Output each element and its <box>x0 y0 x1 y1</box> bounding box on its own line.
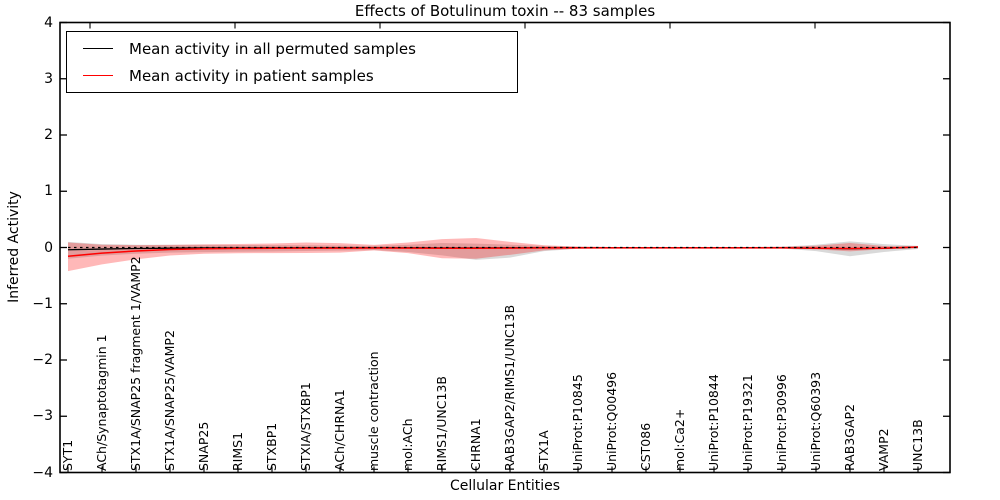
x-tick-label: STXIA/STXBP1 <box>298 382 313 471</box>
x-tick-label: mol:Ca2+ <box>672 408 687 471</box>
x-tick-label: UNC13B <box>910 419 925 471</box>
x-tick-label: mol:ACh <box>400 418 415 472</box>
x-tick-label: STX1A/SNAP25 fragment 1/VAMP2 <box>128 256 143 471</box>
x-tick-label: UniProt:P10844 <box>706 374 721 471</box>
x-tick-label: ACh/CHRNA1 <box>332 389 347 471</box>
legend-item-patient: Mean activity in patient samples <box>75 67 509 85</box>
legend-label: Mean activity in patient samples <box>129 66 374 85</box>
x-tick-label: VAMP2 <box>876 428 891 471</box>
patient-samples-spread-band <box>68 237 918 272</box>
legend-line-sample-red <box>83 75 113 76</box>
y-tick-label: −2 <box>32 352 53 368</box>
x-tick-label: UniProt:P19321 <box>740 374 755 471</box>
x-tick-label: RIMS1/UNC13B <box>434 376 449 471</box>
x-tick-label: CST086 <box>638 422 653 471</box>
y-tick-label: 2 <box>44 127 53 143</box>
x-tick-label: RAB3GAP2/RIMS1/UNC13B <box>502 304 517 471</box>
x-tick-label: ACh/Synaptotagmin 1 <box>94 334 109 471</box>
y-tick-label: 0 <box>44 239 53 256</box>
y-tick-label: 4 <box>44 14 53 31</box>
x-tick-label: UniProt:P10845 <box>570 374 585 471</box>
x-tick-label: STXBP1 <box>264 422 279 471</box>
x-tick-label: RAB3GAP2 <box>842 404 857 471</box>
x-tick-label: STX1A <box>536 430 551 471</box>
x-tick-label: muscle contraction <box>366 351 381 471</box>
x-tick-label: UniProt:Q00496 <box>604 371 619 471</box>
y-tick-label: −1 <box>32 295 53 312</box>
x-tick-label: STX1A/SNAP25/VAMP2 <box>162 330 177 471</box>
legend-line-sample-black <box>83 48 113 49</box>
x-tick-label: SNAP25 <box>196 421 211 471</box>
x-tick-label: UniProt:Q60393 <box>808 371 823 471</box>
x-tick-label: RIMS1 <box>230 431 245 471</box>
y-tick-label: −4 <box>32 464 53 481</box>
y-tick-label: −3 <box>32 408 53 425</box>
legend-item-permuted: Mean activity in all permuted samples <box>75 40 509 58</box>
legend-box: Mean activity in all permuted samples Me… <box>66 31 518 93</box>
chart-title: Effects of Botulinum toxin -- 83 samples <box>354 2 656 20</box>
permuted-samples-spread-band <box>68 241 918 260</box>
y-tick-label: 3 <box>44 70 53 87</box>
x-tick-label: CHRNA1 <box>468 418 483 471</box>
x-axis-label: Cellular Entities <box>449 478 561 494</box>
x-tick-label: SYT1 <box>60 439 75 471</box>
y-tick-label: 1 <box>44 183 53 200</box>
x-tick-label: UniProt:P30996 <box>774 374 789 471</box>
legend-label: Mean activity in all permuted samples <box>129 39 416 58</box>
